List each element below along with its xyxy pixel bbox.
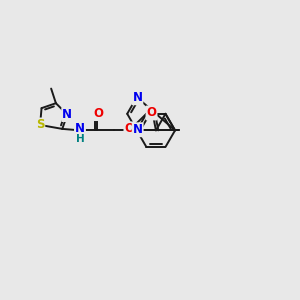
Text: N: N [75,122,85,135]
Text: H: H [76,134,84,144]
Text: S: S [36,118,44,131]
Text: O: O [124,122,134,135]
Text: O: O [94,107,103,120]
Text: N: N [133,123,143,136]
Text: O: O [146,106,157,119]
Text: N: N [132,91,142,104]
Text: N: N [62,108,72,121]
